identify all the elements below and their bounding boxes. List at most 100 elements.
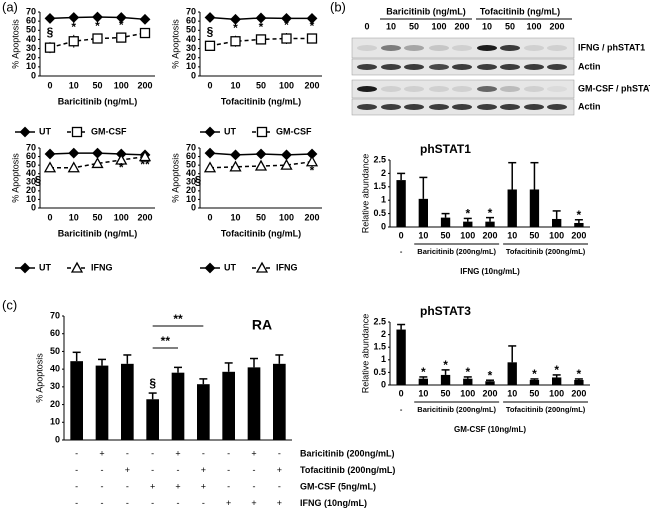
- legend-label: UT: [224, 262, 236, 272]
- series-line: [50, 155, 146, 169]
- panel-label: (a): [2, 0, 18, 14]
- y-tick-label: 20: [186, 52, 196, 62]
- legend-label: IFNG: [276, 262, 298, 272]
- annotation: §: [149, 376, 156, 390]
- x-tick-label: 50: [529, 230, 539, 240]
- lane-label: 50: [505, 21, 515, 31]
- y-tick-label: 70: [186, 6, 196, 16]
- y-tick-label: 50: [50, 346, 60, 356]
- marker: [230, 13, 241, 25]
- blot-band: [477, 86, 497, 92]
- blot-band: [500, 64, 520, 70]
- x-tick-label: 200: [571, 230, 586, 240]
- y-tick-label: 40: [186, 168, 196, 178]
- marker: [305, 155, 319, 167]
- blot-band: [381, 86, 401, 92]
- blot-band: [477, 64, 497, 70]
- y-tick-label: 30: [26, 43, 36, 53]
- condition-mark: -: [75, 465, 78, 475]
- annotation: §: [35, 173, 42, 187]
- marker: [281, 149, 292, 161]
- y-tick-label: 60: [26, 16, 36, 26]
- bar: [552, 377, 562, 385]
- y-tick-label: 30: [50, 381, 60, 391]
- marker: [68, 147, 80, 159]
- blot-group: Baricitinib (ng/mL): [386, 6, 466, 16]
- y-tick-label: 0: [381, 221, 386, 231]
- condition-mark: -: [227, 481, 230, 491]
- bar: [574, 379, 584, 385]
- marker: [306, 12, 318, 24]
- x-tick-label: 0: [207, 80, 212, 90]
- y-tick-label: 10: [186, 194, 196, 204]
- condition-mark: +: [125, 465, 130, 475]
- y-axis-label: % Apoptosis: [34, 353, 44, 403]
- marker: [67, 161, 80, 173]
- blot-row-label: Actin: [578, 61, 601, 71]
- marker: [281, 12, 292, 24]
- y-tick-label: 10: [26, 194, 36, 204]
- y-tick-label: 40: [26, 34, 36, 44]
- marker: [204, 40, 216, 51]
- y-tick-label: 50: [186, 160, 196, 170]
- x-tick-label: 200: [482, 230, 497, 240]
- blot-band: [547, 86, 567, 92]
- y-tick-label: 0: [191, 70, 196, 80]
- x-tick-label: 50: [441, 388, 451, 398]
- y-tick-label: 70: [186, 142, 196, 152]
- condition-mark: -: [126, 498, 129, 508]
- lane-label: 50: [409, 21, 419, 31]
- annotation: **: [161, 334, 171, 348]
- y-tick-label: 0: [55, 434, 60, 444]
- blot-band: [524, 86, 544, 92]
- y-tick-label: 70: [26, 142, 36, 152]
- x-tick-label: 200: [482, 388, 497, 398]
- y-tick-label: 2: [381, 168, 386, 178]
- condition-mark: -: [101, 498, 104, 508]
- group-label: Tofacitinib (200ng/mL): [506, 405, 586, 414]
- annotation: *: [284, 18, 289, 32]
- marker: [255, 148, 267, 160]
- group-label: Baricitinib (200ng/mL): [417, 247, 496, 256]
- bar: [440, 217, 451, 227]
- x-tick-label: 10: [418, 388, 428, 398]
- x-tick-label: 0: [47, 80, 52, 90]
- y-tick-label: 10: [26, 61, 36, 71]
- condition-mark: -: [75, 481, 78, 491]
- condition-mark: -: [278, 481, 281, 491]
- x-tick-label: 50: [92, 212, 102, 222]
- blot-band: [381, 104, 401, 110]
- condition-mark: +: [251, 498, 256, 508]
- marker: [203, 161, 217, 173]
- y-tick-label: 0: [381, 379, 386, 389]
- y-axis-label: % Apoptosis: [170, 19, 180, 69]
- blot-band: [524, 45, 544, 51]
- blot-band: [357, 104, 377, 110]
- panel-label: (b): [330, 0, 346, 14]
- blot-group: Tofacitinib (ng/mL): [480, 6, 560, 16]
- x-tick-label: 0: [399, 230, 404, 240]
- blot-row-label: IFNG / phSTAT1: [578, 42, 645, 52]
- annotation: §: [207, 24, 214, 38]
- annotation: *: [71, 20, 76, 34]
- bar: [222, 371, 235, 440]
- marker: [92, 11, 103, 23]
- blot-band: [429, 45, 449, 51]
- bar: [70, 361, 83, 440]
- blot-band: [524, 104, 544, 110]
- x-tick-label: 100: [279, 80, 294, 90]
- legend-label: UT: [39, 262, 51, 272]
- y-tick-label: 20: [26, 185, 36, 195]
- marker: [68, 36, 79, 47]
- blot-band: [381, 45, 401, 51]
- y-tick-label: 30: [186, 43, 196, 53]
- blot-strip: [351, 37, 575, 59]
- marker: [306, 33, 318, 44]
- bar: [552, 218, 562, 227]
- condition-mark: -: [253, 481, 256, 491]
- x-tick-label: 50: [441, 230, 451, 240]
- y-tick-label: 40: [50, 364, 60, 374]
- annotation: **: [173, 312, 183, 326]
- annotation: *: [143, 15, 148, 29]
- legend-marker: [71, 126, 83, 138]
